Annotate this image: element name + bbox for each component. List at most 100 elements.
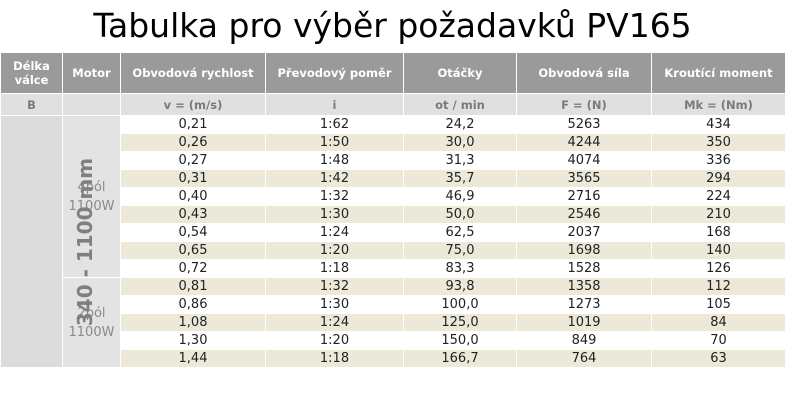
cell-speed: 1,08	[120, 313, 266, 332]
header-row: Délka válce Motor Obvodová rychlost Převo…	[0, 52, 785, 94]
cell-speed: 0,40	[120, 187, 266, 206]
cell-ratio: 1:24	[265, 313, 404, 332]
cell-ratio: 1:32	[265, 277, 404, 296]
cell-force: 2037	[516, 223, 652, 242]
header-length-line1: Délka	[13, 59, 50, 73]
cell-force: 4244	[516, 133, 652, 152]
cell-torque: 168	[651, 223, 785, 242]
unit-speed: v = (m/s)	[120, 93, 266, 116]
cell-ratio: 1:30	[265, 295, 404, 314]
page-title: Tabulka pro výběr požadavků PV165	[93, 6, 692, 45]
table-row: 1,08 1:24 125,0 1019 84	[1, 313, 785, 332]
unit-motor	[62, 93, 121, 116]
cell-force: 1528	[516, 259, 652, 278]
table-row: 340 - 1100 mm 4pól 1100W 0,21 1:62 24,2 5263 43…	[0, 115, 785, 368]
length-range-cell: 340 - 1100 mm	[0, 115, 97, 368]
cell-speed: 0,43	[120, 205, 266, 224]
cell-ratio: 1:20	[265, 331, 404, 350]
cell-torque: 224	[651, 187, 785, 206]
cell-ratio: 1:20	[265, 241, 404, 260]
cell-speed: 0,65	[120, 241, 266, 260]
header-rpm: Otáčky	[403, 52, 517, 94]
cell-rpm: 46,9	[403, 187, 517, 206]
cell-force: 4074	[516, 151, 652, 170]
motor-group-cell: 2pól 1100W	[62, 277, 121, 368]
cell-torque: 294	[651, 169, 785, 188]
unit-length: B	[0, 93, 63, 116]
cell-speed: 1,44	[120, 349, 266, 368]
cell-ratio: 1:48	[265, 151, 404, 170]
cell-ratio: 1:18	[265, 259, 404, 278]
cell-torque: 84	[651, 313, 785, 332]
motor-group-cell: 4pól 1100W	[62, 115, 121, 278]
cell-rpm: 100,0	[403, 295, 517, 314]
table-row: 0,65 1:20 75,0 1698 140	[1, 241, 785, 260]
cell-torque: 105	[651, 295, 785, 314]
cell-rpm: 75,0	[403, 241, 517, 260]
table-row: 1,44 1:18 166,7 764 63	[1, 349, 785, 368]
cell-torque: 126	[651, 259, 785, 278]
cell-speed: 0,81	[120, 277, 266, 296]
cell-ratio: 1:42	[265, 169, 404, 188]
table-row: 0,40 1:32 46,9 2716 224	[1, 187, 785, 206]
cell-speed: 0,26	[120, 133, 266, 152]
cell-force: 764	[516, 349, 652, 368]
cell-rpm: 83,3	[403, 259, 517, 278]
units-row: B v = (m/s) i ot / min F = (N) Mk = (Nm)	[0, 93, 785, 116]
header-force: Obvodová síla	[516, 52, 652, 94]
table-row: 0,43 1:30 50,0 2546 210	[1, 205, 785, 224]
cell-rpm: 62,5	[403, 223, 517, 242]
cell-force: 1273	[516, 295, 652, 314]
unit-rpm: ot / min	[403, 93, 517, 116]
table-row: 0,26 1:50 30,0 4244 350	[1, 133, 785, 152]
cell-force: 2716	[516, 187, 652, 206]
cell-force: 2546	[516, 205, 652, 224]
cell-rpm: 50,0	[403, 205, 517, 224]
header-motor: Motor	[62, 52, 121, 94]
cell-torque: 210	[651, 205, 785, 224]
cell-ratio: 1:62	[265, 115, 404, 134]
cell-rpm: 150,0	[403, 331, 517, 350]
cell-ratio: 1:50	[265, 133, 404, 152]
cell-speed: 0,21	[120, 115, 266, 134]
cell-speed: 0,54	[120, 223, 266, 242]
cell-ratio: 1:30	[265, 205, 404, 224]
cell-force: 1698	[516, 241, 652, 260]
cell-torque: 140	[651, 241, 785, 260]
cell-torque: 112	[651, 277, 785, 296]
cell-rpm: 93,8	[403, 277, 517, 296]
cell-force: 849	[516, 331, 652, 350]
cell-torque: 63	[651, 349, 785, 368]
header-length: Délka válce	[0, 52, 63, 94]
motor-label-line1: 2pól	[77, 305, 106, 321]
cell-speed: 0,86	[120, 295, 266, 314]
cell-ratio: 1:32	[265, 187, 404, 206]
table-row: 0,31 1:42 35,7 3565 294	[1, 169, 785, 188]
cell-speed: 1,30	[120, 331, 266, 350]
cell-torque: 350	[651, 133, 785, 152]
cell-force: 3565	[516, 169, 652, 188]
length-range-label: 340 - 1100 mm	[73, 157, 98, 326]
cell-rpm: 30,0	[403, 133, 517, 152]
table-row: 2pól 1100W 0,81 1:32 93,8 1358 112	[1, 277, 785, 368]
cell-rpm: 125,0	[403, 313, 517, 332]
cell-speed: 0,72	[120, 259, 266, 278]
unit-force: F = (N)	[516, 93, 652, 116]
cell-force: 1019	[516, 313, 652, 332]
header-ratio: Převodový poměr	[265, 52, 404, 94]
cell-torque: 70	[651, 331, 785, 350]
header-length-line2: válce	[14, 73, 49, 87]
header-speed: Obvodová rychlost	[120, 52, 266, 94]
unit-ratio: i	[265, 93, 404, 116]
cell-torque: 336	[651, 151, 785, 170]
cell-rpm: 31,3	[403, 151, 517, 170]
cell-torque: 434	[651, 115, 785, 134]
cell-force: 1358	[516, 277, 652, 296]
selection-table: Délka válce Motor Obvodová rychlost Převo…	[0, 52, 785, 368]
cell-rpm: 24,2	[403, 115, 517, 134]
table-row: 1,30 1:20 150,0 849 70	[1, 331, 785, 350]
motor-label-line2: 1100W	[68, 198, 115, 214]
cell-speed: 0,27	[120, 151, 266, 170]
cell-speed: 0,31	[120, 169, 266, 188]
cell-ratio: 1:24	[265, 223, 404, 242]
